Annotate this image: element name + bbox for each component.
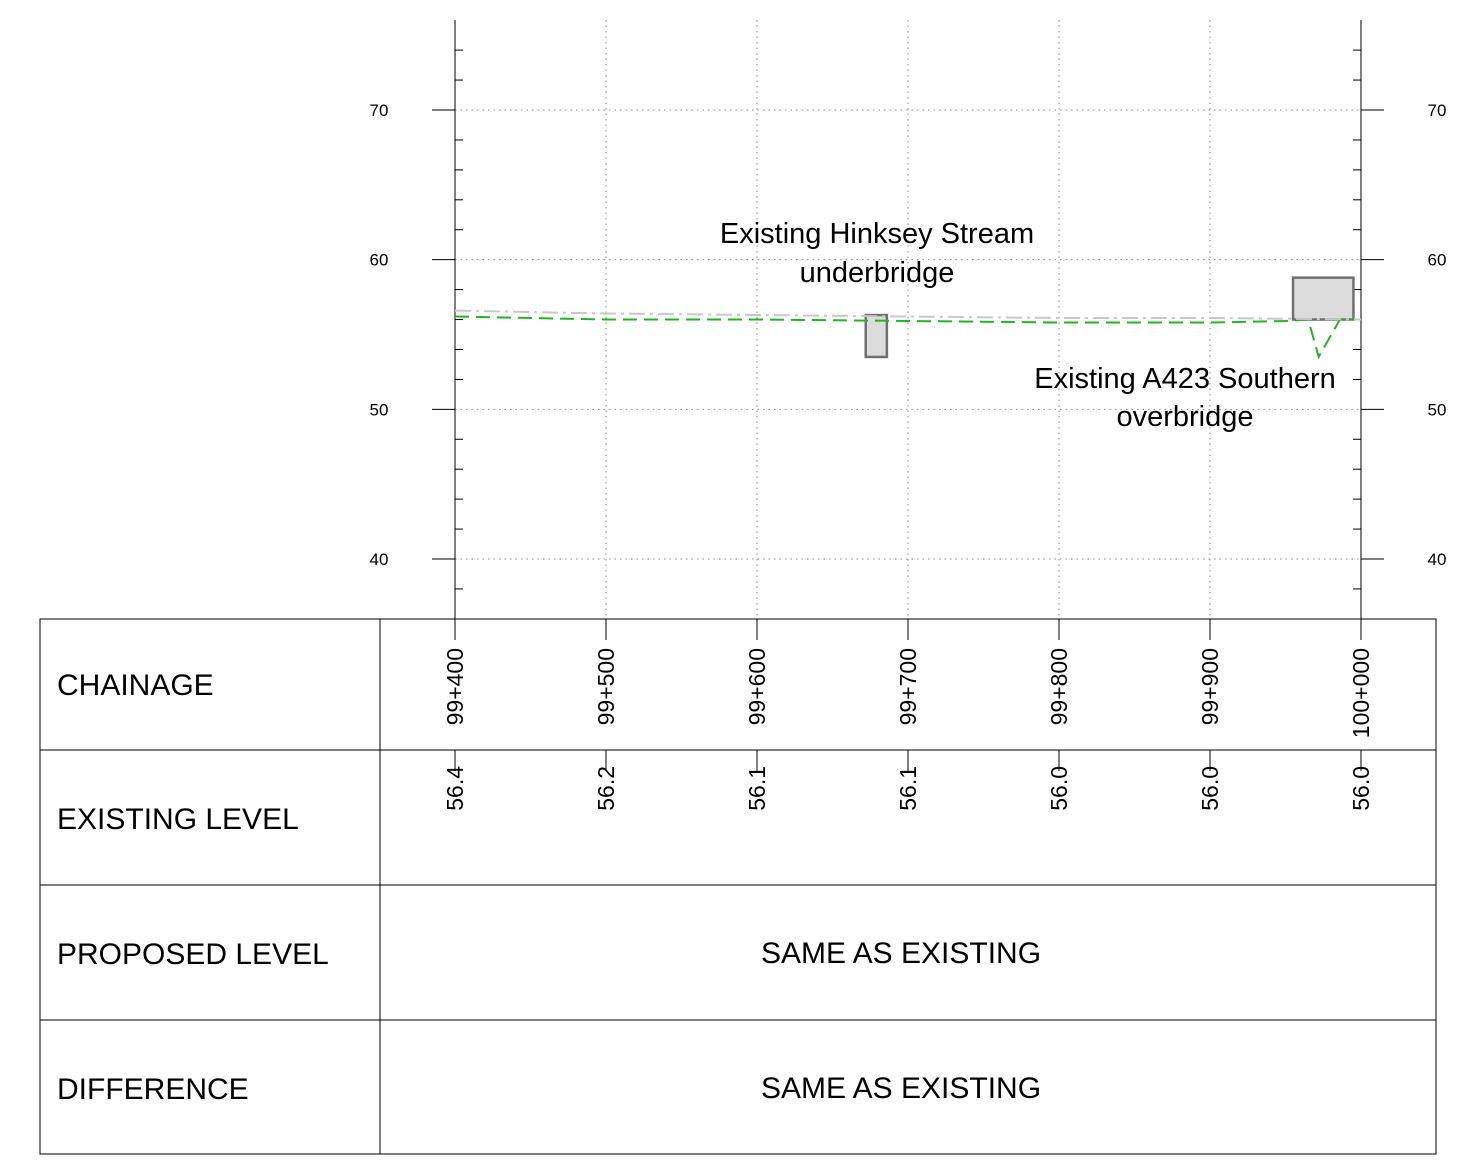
axis-ticks [432,49,1384,590]
annotation-overbridge: Existing A423 Southern overbridge [1034,363,1335,433]
row-label-difference: DIFFERENCE [57,1073,249,1106]
chainage-label: 99+500 [593,648,619,725]
structures [864,276,1355,359]
elevation-label-left: 50 [370,400,389,419]
elevation-label-right: 40 [1428,550,1447,569]
elevation-label-left: 60 [370,251,389,270]
chainage-label: 99+800 [1046,648,1072,725]
row-label-chainage: CHAINAGE [57,669,214,702]
elevation-label-right: 70 [1428,101,1447,120]
existing-level-value: 56.1 [744,766,770,811]
annotation-overbridge-line-2: overbridge [1116,401,1253,433]
row-label-existing-level: EXISTING LEVEL [57,803,299,836]
existing-level-value: 56.1 [895,766,921,811]
row-label-proposed-level: PROPOSED LEVEL [57,938,329,971]
chainage-label: 99+400 [442,648,468,725]
data-table: CHAINAGE EXISTING LEVEL PROPOSED LEVEL D… [39,618,1437,1155]
grid-lines [455,20,1361,619]
existing-level-value: 56.0 [1197,766,1223,811]
elevation-label-right: 60 [1428,251,1447,270]
existing-level-value: 56.0 [1348,766,1374,811]
difference-value: SAME AS EXISTING [761,1072,1041,1105]
annotation-underbridge-line-2: underbridge [800,257,955,289]
elevation-label-right: 50 [1428,400,1447,419]
existing-level-value: 56.4 [442,766,468,811]
existing-level-value: 56.0 [1046,766,1072,811]
chainage-values: 99+400 99+500 99+600 99+700 99+800 99+900 100+… [442,619,1374,738]
profile-lines [454,309,1362,360]
chainage-label: 100+000 [1348,648,1374,738]
chainage-label: 99+700 [895,648,921,725]
annotation-underbridge-line-1: Existing Hinksey Stream [720,218,1034,250]
chainage-label: 99+900 [1197,648,1223,725]
existing-level-values: 56.4 56.2 56.1 56.1 56.0 56.0 56.0 [442,750,1374,811]
overbridge-structure [1291,276,1355,321]
existing-level-value: 56.2 [593,766,619,811]
proposed-level-value: SAME AS EXISTING [761,937,1041,970]
proposed-dashdot-grey-line [454,309,1362,321]
elevation-label-left: 70 [370,101,389,120]
annotation-overbridge-line-1: Existing A423 Southern [1034,363,1335,395]
chainage-label: 99+600 [744,648,770,725]
underbridge-structure [864,313,889,359]
elevation-labels: 40 40 50 50 60 60 70 70 [370,101,1447,569]
annotation-underbridge: Existing Hinksey Stream underbridge [720,218,1034,289]
existing-ground-dashed-green-line [454,315,1361,360]
table-border [39,618,1437,1155]
elevation-label-left: 40 [370,550,389,569]
